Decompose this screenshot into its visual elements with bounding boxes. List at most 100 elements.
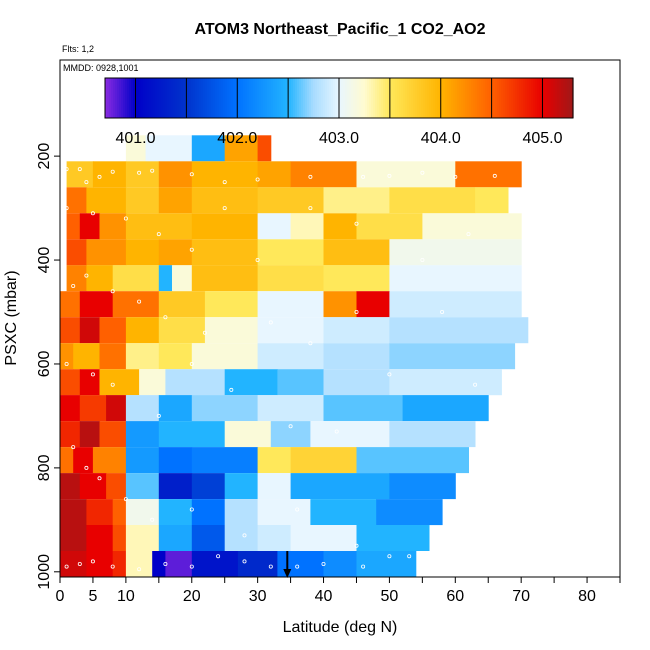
colorbar-swatch (453, 78, 456, 118)
heat-cell (92, 161, 127, 188)
heat-cell (66, 161, 94, 188)
heat-cell (79, 473, 107, 500)
dates-annotation: MMDD: 0928,1001 (63, 63, 139, 73)
heat-cell (86, 525, 114, 551)
heat-cell (191, 473, 226, 500)
colorbar-swatch (145, 78, 148, 118)
sample-point (354, 309, 359, 314)
colorbar-swatch (361, 78, 364, 118)
colorbar-swatch (315, 78, 318, 118)
colorbar-swatch (181, 78, 184, 118)
heat-cell (99, 317, 127, 344)
colorbar-swatch (195, 78, 198, 118)
x-tick-label: 10 (117, 588, 135, 605)
sample-point (440, 309, 445, 314)
y-tick-label: 800 (36, 454, 53, 481)
colorbar-swatch (553, 78, 556, 118)
sample-point (492, 173, 497, 178)
colorbar-swatch (527, 78, 530, 118)
colorbar-swatch (487, 78, 490, 118)
colorbar-swatch (443, 78, 446, 118)
sample-points (64, 167, 497, 572)
colorbar-swatch (469, 78, 472, 118)
colorbar-swatch (555, 78, 558, 118)
colorbar-swatch (367, 78, 370, 118)
heat-cell (158, 187, 193, 214)
heat-cell (191, 135, 226, 162)
colorbar-swatch (513, 78, 516, 118)
colorbar-swatch (333, 78, 336, 118)
heat-cell (389, 187, 476, 214)
colorbar-swatch (357, 78, 360, 118)
colorbar-swatch (129, 78, 132, 118)
heat-cell (224, 369, 278, 396)
colorbar-swatch (491, 78, 494, 118)
colorbar-swatch (293, 78, 296, 118)
colorbar-swatch (151, 78, 154, 118)
colorbar-swatch (193, 78, 196, 118)
sample-point (150, 517, 155, 522)
heat-cell (389, 421, 476, 448)
heat-cell (79, 213, 101, 240)
heat-cell (165, 551, 193, 577)
heat-cell (475, 187, 509, 214)
colorbar-tick-labels: 401.0 402.0 403.0 404.0 405.0 (115, 130, 562, 147)
sample-point (137, 170, 142, 175)
heat-cell (310, 499, 377, 526)
heat-cell (145, 135, 193, 162)
colorbar-swatch (391, 78, 394, 118)
colorbar-swatch (285, 78, 288, 118)
heat-cell (158, 239, 193, 266)
colorbar-frame (104, 77, 574, 119)
heat-cell (125, 239, 160, 266)
colorbar-swatch (143, 78, 146, 118)
heat-cell (389, 265, 522, 292)
colorbar-swatch (123, 78, 126, 118)
sample-point (189, 564, 194, 569)
colorbar-swatch (381, 78, 384, 118)
sample-point (84, 180, 89, 185)
colorbar-swatch (403, 78, 406, 118)
colorbar-swatch (133, 78, 136, 118)
heat-cell (112, 265, 160, 292)
y-axis-label: PSXC (mbar) (3, 270, 20, 365)
heat-cell (165, 369, 226, 396)
heat-cell (290, 213, 324, 240)
colorbar-swatch (505, 78, 508, 118)
colorbar-swatch (411, 78, 414, 118)
sample-point (189, 172, 194, 177)
heat-cell (290, 161, 357, 188)
sample-point (295, 507, 300, 512)
heat-cell (125, 395, 160, 422)
colorbar-swatch (345, 78, 348, 118)
heat-cell (106, 395, 127, 422)
colorbar-swatch (399, 78, 402, 118)
heat-cell (158, 499, 193, 526)
heat-cell (389, 369, 502, 396)
heat-cell (125, 343, 160, 370)
heat-cell (224, 135, 259, 162)
colorbar-swatch (263, 78, 266, 118)
x-tick-label: 5 (88, 588, 97, 605)
heat-cell (73, 447, 94, 474)
colorbar-swatch (387, 78, 390, 118)
sample-point (123, 497, 128, 502)
heat-cell (323, 343, 390, 370)
colorbar-swatch (355, 78, 358, 118)
colorbar-swatch (435, 78, 438, 118)
heat-cell (158, 525, 193, 551)
colorbar-swatch (307, 78, 310, 118)
heat-cell (66, 187, 87, 214)
heat-cell (73, 343, 101, 370)
heat-cell (290, 447, 357, 474)
colorbar-tick-label: 405.0 (522, 130, 562, 147)
colorbar-swatch (197, 78, 200, 118)
heat-cell (356, 291, 390, 318)
colorbar-swatch (461, 78, 464, 118)
colorbar-swatch (427, 78, 430, 118)
colorbar-swatch (429, 78, 432, 118)
heat-cell (224, 499, 259, 526)
heat-cell (389, 317, 529, 344)
colorbar-swatch (119, 78, 122, 118)
colorbar-swatch (147, 78, 150, 118)
